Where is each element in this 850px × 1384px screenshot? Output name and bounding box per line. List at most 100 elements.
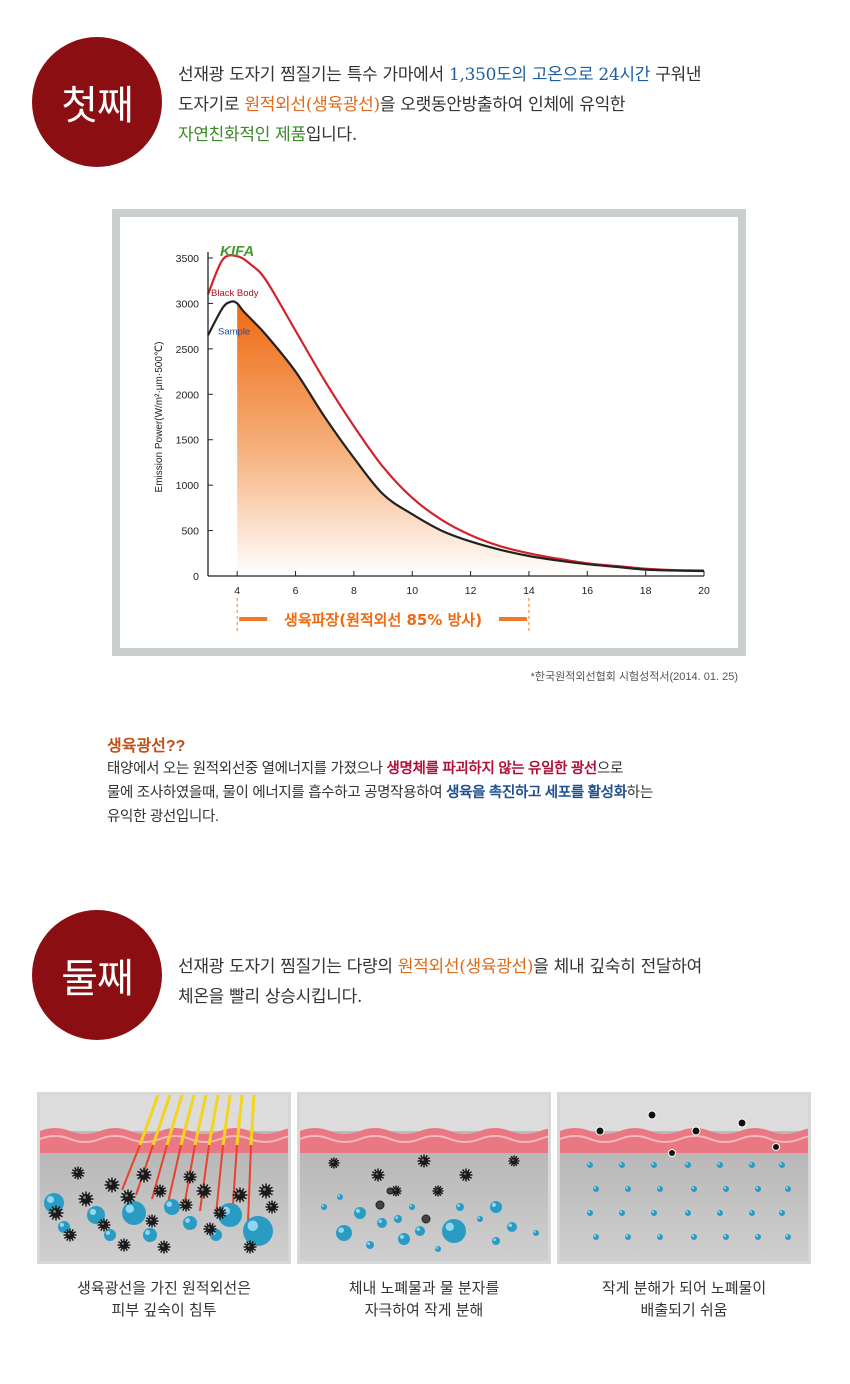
waste-particle <box>136 1167 152 1183</box>
waste-particle <box>63 1228 77 1242</box>
water-molecule <box>755 1234 761 1240</box>
info-line1: 태양에서 오는 원적외선중 열에너지를 가졌으나 생명체를 파괴하지 않는 유일… <box>107 757 653 781</box>
info-line2: 물에 조사하였을때, 물이 에너지를 흡수하고 공명작용하여 생육을 촉진하고 … <box>107 781 653 805</box>
y-tick-label: 2500 <box>176 344 200 356</box>
waste-particle <box>459 1168 473 1182</box>
section2-line1: 선재광 도자기 찜질기는 다량의 원적외선(생육광선)을 체내 깊숙히 전달하여 <box>178 952 828 982</box>
waste-particle <box>153 1184 167 1198</box>
water-molecule <box>477 1216 483 1222</box>
x-tick-label: 14 <box>523 585 535 597</box>
body-tissue <box>560 1153 808 1261</box>
waste-particle <box>371 1168 385 1182</box>
waste-particle <box>258 1183 274 1199</box>
waste-particle <box>145 1214 159 1228</box>
waste-particle <box>183 1170 197 1184</box>
water-molecule <box>507 1222 517 1232</box>
x-tick-label: 10 <box>406 585 418 597</box>
water-molecule <box>717 1162 723 1168</box>
sun-ray <box>193 1095 208 1146</box>
highlight-cell-activation: 생육을 촉진하고 세포를 활성화 <box>446 785 627 801</box>
x-tick-label: 8 <box>351 585 357 597</box>
water-molecule <box>87 1206 105 1224</box>
x-tick-label: 16 <box>581 585 593 597</box>
water-molecule <box>435 1246 441 1252</box>
info-line3: 유익한 광선입니다. <box>107 809 219 825</box>
illustration-excretion <box>557 1092 811 1264</box>
caption-line: 배출되기 쉬움 <box>640 1302 728 1319</box>
water-molecule <box>337 1194 343 1200</box>
water-molecule <box>321 1204 327 1210</box>
illustration-penetration <box>37 1092 291 1264</box>
info-title: 생육광선?? <box>107 738 186 755</box>
sample-line <box>207 300 705 573</box>
water-molecule <box>104 1229 116 1241</box>
highlight-far-infrared: 원적외선(생육광선) <box>397 957 534 977</box>
infrared-ray <box>151 1144 168 1200</box>
text-segment: 을 오랫동안방출하여 인체에 유익한 <box>379 95 626 115</box>
sun-ray <box>249 1095 256 1146</box>
water-molecule <box>415 1226 425 1236</box>
water-molecule <box>122 1201 146 1225</box>
sun-ray <box>138 1095 160 1146</box>
water-molecule <box>691 1234 697 1240</box>
y-axis-label: Emission Power(W/m²·μm·500℃) <box>154 342 165 493</box>
water-molecule <box>143 1228 157 1242</box>
water-molecule <box>593 1234 599 1240</box>
emission-chart: 0 500 1000 1500 2000 2500 3000 3500 4 6 8 10 12 14 16 1… <box>154 243 710 634</box>
water-molecule <box>779 1210 785 1216</box>
waste-particle <box>213 1206 227 1220</box>
water-molecule <box>723 1186 729 1192</box>
water-molecule <box>354 1207 366 1219</box>
y-tick-label: 500 <box>181 526 199 538</box>
water-molecule <box>619 1162 625 1168</box>
water-molecule <box>657 1186 663 1192</box>
info-body: 태양에서 오는 원적외선중 열에너지를 가졌으나 생명체를 파괴하지 않는 유일… <box>107 757 653 829</box>
text-segment: 하는 <box>626 785 653 801</box>
source-footnote: *한국원적외선협회 시험성적서(2014. 01. 25) <box>530 671 738 683</box>
x-tick-label: 20 <box>698 585 710 597</box>
kifa-brand: KIFA <box>220 243 254 260</box>
broken-particle <box>386 1187 394 1195</box>
water-molecule <box>243 1216 273 1246</box>
caption-excretion: 작게 분해가 되어 노폐물이 배출되기 쉬움 <box>557 1278 811 1322</box>
water-molecule <box>442 1219 466 1243</box>
penetration-illustration <box>40 1095 288 1261</box>
skin-highlight <box>560 1135 808 1143</box>
illustration-decomposition <box>297 1092 551 1264</box>
excreted-particle <box>648 1111 656 1119</box>
x-tick-label: 18 <box>640 585 652 597</box>
caption-penetration: 생육광선을 가진 원적외선은 피부 깊숙이 침투 <box>37 1278 291 1322</box>
text-segment: 입니다. <box>305 125 357 145</box>
water-molecule <box>657 1234 663 1240</box>
caption-line: 체내 노폐물과 물 분자를 <box>348 1280 500 1297</box>
water-molecule <box>651 1162 657 1168</box>
skin-highlight <box>300 1135 548 1143</box>
y-tick-label: 1000 <box>176 480 200 492</box>
text-segment: 도자기로 <box>178 95 245 115</box>
waste-particle <box>117 1238 131 1252</box>
water-molecule <box>218 1203 242 1227</box>
waste-particle <box>71 1166 85 1180</box>
water-molecule <box>651 1210 657 1216</box>
sun-ray <box>221 1095 232 1146</box>
water-molecule <box>492 1237 500 1245</box>
section2-badge: 둘째 <box>32 910 162 1040</box>
sun-ray <box>165 1095 184 1146</box>
water-molecule <box>685 1210 691 1216</box>
infrared-ray <box>215 1144 224 1216</box>
skin-layer <box>560 1128 808 1153</box>
waste-particle <box>203 1222 217 1236</box>
highlight-unique-ray: 생명체를 파괴하지 않는 유일한 광선 <box>386 761 597 777</box>
water-molecule <box>587 1162 593 1168</box>
water-molecule <box>456 1203 464 1211</box>
water-molecule <box>749 1210 755 1216</box>
section1-line3: 자연친화적인 제품입니다. <box>178 120 818 150</box>
water-molecule <box>755 1186 761 1192</box>
highlight-eco-product: 자연친화적인 제품 <box>178 125 306 145</box>
broken-particle <box>375 1200 385 1210</box>
waste-particle <box>508 1155 520 1167</box>
y-tick-label: 3000 <box>176 298 200 310</box>
waste-particle <box>78 1191 94 1207</box>
y-tick-label: 0 <box>193 571 199 583</box>
waste-particle <box>179 1198 193 1212</box>
